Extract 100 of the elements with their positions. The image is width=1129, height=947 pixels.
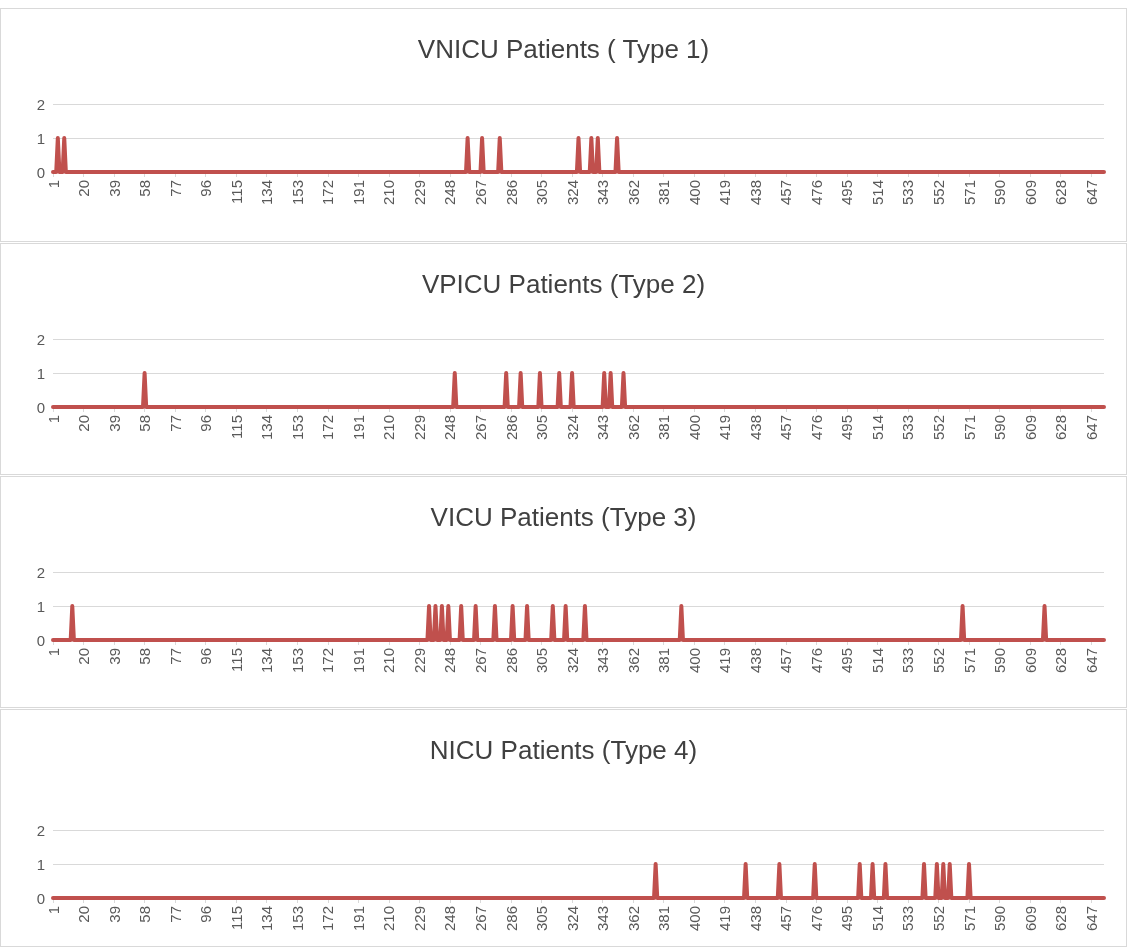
x-tick-label: 20	[75, 180, 93, 197]
x-tick-label: 552	[929, 906, 947, 932]
chart-title: NICU Patients (Type 4)	[429, 735, 698, 765]
x-tick-label: 77	[166, 906, 184, 923]
x-tick-label: 305	[533, 906, 551, 932]
chart-title: VPICU Patients (Type 2)	[421, 269, 706, 299]
y-tick-label: 0	[36, 889, 45, 907]
x-tick-label: 438	[746, 648, 764, 674]
y-tick-label: 0	[36, 398, 45, 416]
x-tick-label: 476	[807, 180, 825, 206]
x-tick-label: 153	[288, 415, 306, 441]
x-tick-label: 590	[991, 415, 1009, 441]
x-tick-label: 96	[197, 415, 215, 432]
x-tick-label: 58	[136, 180, 154, 197]
x-tick-label: 533	[899, 648, 917, 674]
x-tick-label: 1	[44, 906, 62, 915]
x-tick-label: 153	[288, 906, 306, 932]
x-tick-label: 514	[868, 415, 886, 441]
x-tick-label: 381	[655, 648, 673, 674]
x-tick-label: 58	[136, 648, 154, 665]
x-tick-label: 134	[258, 415, 276, 441]
y-tick-label: 2	[36, 330, 45, 348]
x-tick-label: 305	[533, 648, 551, 674]
x-tick-label: 362	[624, 180, 642, 206]
x-tick-label: 96	[197, 180, 215, 197]
x-tick-label: 305	[533, 180, 551, 206]
x-tick-label: 457	[777, 648, 795, 674]
x-tick-label: 20	[75, 415, 93, 432]
x-tick-label: 495	[838, 648, 856, 674]
x-tick-label: 153	[288, 180, 306, 206]
x-tick-label: 229	[410, 180, 428, 206]
x-tick-label: 96	[197, 906, 215, 923]
x-tick-label: 210	[380, 648, 398, 674]
x-tick-label: 400	[685, 415, 703, 441]
x-tick-label: 248	[441, 180, 459, 206]
x-tick-label: 457	[777, 180, 795, 206]
x-tick-label: 571	[960, 180, 978, 206]
x-tick-label: 39	[105, 180, 123, 197]
x-tick-label: 324	[563, 906, 581, 932]
chart-title: VICU Patients (Type 3)	[430, 502, 697, 532]
x-tick-label: 248	[441, 415, 459, 441]
x-tick-label: 457	[777, 415, 795, 441]
x-tick-label: 286	[502, 415, 520, 441]
y-tick-label: 1	[36, 129, 45, 147]
x-tick-label: 628	[1052, 180, 1070, 206]
x-tick-label: 153	[288, 648, 306, 674]
x-tick-label: 590	[991, 648, 1009, 674]
x-tick-label: 324	[563, 180, 581, 206]
x-tick-label: 609	[1021, 648, 1039, 674]
x-tick-label: 115	[227, 648, 245, 672]
x-tick-label: 172	[319, 648, 337, 674]
x-tick-label: 172	[319, 415, 337, 441]
x-tick-label: 476	[807, 415, 825, 441]
x-tick-label: 628	[1052, 415, 1070, 441]
x-tick-label: 400	[685, 906, 703, 932]
y-tick-label: 2	[36, 563, 45, 581]
x-tick-label: 267	[471, 648, 489, 674]
x-tick-label: 191	[349, 906, 367, 932]
x-tick-label: 533	[899, 415, 917, 441]
x-tick-label: 324	[563, 648, 581, 674]
x-tick-label: 609	[1021, 415, 1039, 441]
x-tick-label: 628	[1052, 648, 1070, 674]
x-tick-label: 647	[1082, 906, 1100, 932]
x-tick-label: 590	[991, 906, 1009, 932]
y-tick-label: 2	[36, 821, 45, 839]
x-tick-label: 647	[1082, 180, 1100, 206]
x-tick-label: 514	[868, 906, 886, 932]
x-tick-label: 20	[75, 648, 93, 665]
x-tick-label: 20	[75, 906, 93, 923]
x-tick-label: 514	[868, 180, 886, 206]
x-tick-label: 134	[258, 906, 276, 932]
x-tick-label: 229	[410, 415, 428, 441]
x-tick-label: 1	[44, 180, 62, 189]
x-tick-label: 476	[807, 906, 825, 932]
x-tick-label: 1	[44, 648, 62, 657]
x-tick-label: 457	[777, 906, 795, 932]
x-tick-label: 267	[471, 415, 489, 441]
x-tick-label: 438	[746, 180, 764, 206]
x-tick-label: 381	[655, 180, 673, 206]
x-tick-label: 647	[1082, 415, 1100, 441]
x-tick-label: 495	[838, 415, 856, 441]
x-tick-label: 77	[166, 180, 184, 197]
x-tick-label: 514	[868, 648, 886, 674]
x-tick-label: 77	[166, 415, 184, 432]
x-tick-label: 419	[716, 415, 734, 441]
y-tick-label: 0	[36, 631, 45, 649]
x-tick-label: 115	[227, 415, 245, 439]
x-tick-label: 115	[227, 180, 245, 204]
x-tick-label: 134	[258, 180, 276, 206]
x-tick-label: 590	[991, 180, 1009, 206]
x-tick-label: 39	[105, 648, 123, 665]
x-tick-label: 495	[838, 906, 856, 932]
x-tick-label: 571	[960, 648, 978, 674]
x-tick-label: 134	[258, 648, 276, 674]
x-tick-label: 1	[44, 415, 62, 424]
x-tick-label: 552	[929, 180, 947, 206]
x-tick-label: 286	[502, 648, 520, 674]
y-tick-label: 1	[36, 597, 45, 615]
x-tick-label: 58	[136, 415, 154, 432]
x-tick-label: 362	[624, 648, 642, 674]
